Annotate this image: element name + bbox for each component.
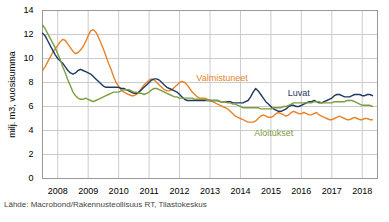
svg-text:0: 0 [28,173,33,183]
svg-text:6: 6 [28,101,33,111]
svg-text:2009: 2009 [78,186,98,196]
svg-text:Luvat: Luvat [288,88,311,98]
svg-text:2014: 2014 [230,186,250,196]
svg-text:2015: 2015 [261,186,281,196]
svg-text:2016: 2016 [291,186,311,196]
svg-text:Aloitukset: Aloitukset [254,128,294,138]
svg-text:2018: 2018 [352,186,372,196]
svg-text:milj. m3, vuosisumma: milj. m3, vuosisumma [7,51,17,138]
svg-text:2010: 2010 [109,186,129,196]
svg-text:10: 10 [23,53,33,63]
svg-text:2: 2 [28,149,33,159]
svg-text:2012: 2012 [170,186,190,196]
svg-text:4: 4 [28,125,33,135]
svg-text:Valmistuneet: Valmistuneet [196,73,248,83]
svg-text:14: 14 [23,5,33,15]
svg-text:8: 8 [28,77,33,87]
svg-text:2008: 2008 [48,186,68,196]
html-text:Lähde: Macrobond/Rakennusteoll: Lähde: Macrobond/Rakennusteollisuus RT, … [4,200,207,209]
svg-text:2017: 2017 [322,186,342,196]
svg-text:12: 12 [23,29,33,39]
svg-text:2011: 2011 [139,186,158,196]
svg-text:2013: 2013 [200,186,220,196]
